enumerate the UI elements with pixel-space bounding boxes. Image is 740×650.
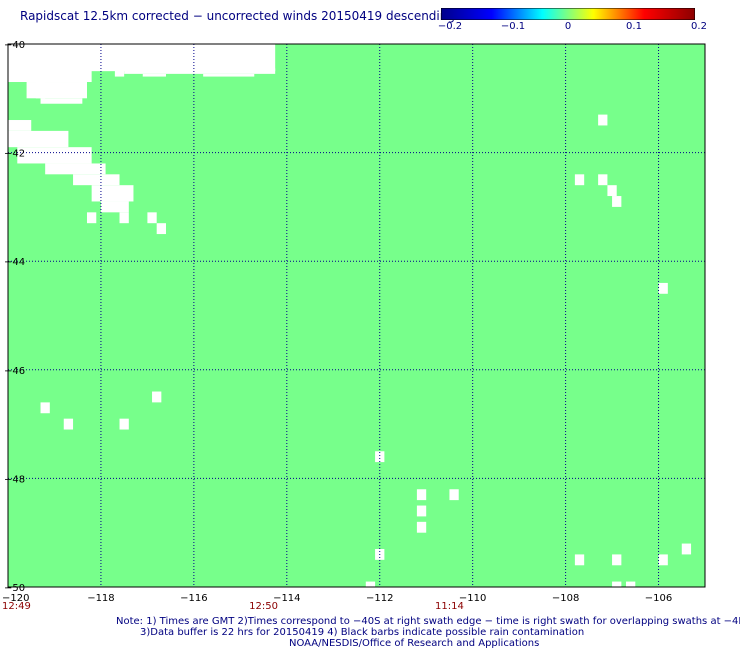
wind-difference-map: −40−42−44−46−48−50 −120 −118 −116 −114 −112−… bbox=[2, 40, 706, 612]
missing-data-cell bbox=[40, 402, 50, 414]
x-tick-label: −120 bbox=[2, 593, 29, 604]
note-line-3: NOAA/NESDIS/Office of Research and Appli… bbox=[289, 638, 540, 649]
missing-data-cell bbox=[203, 73, 255, 77]
x-tick-label: −114 bbox=[273, 593, 300, 604]
grid-lines bbox=[8, 44, 705, 587]
missing-data-cell bbox=[100, 201, 129, 213]
y-tick-label: −48 bbox=[4, 474, 25, 485]
missing-data-cell bbox=[152, 391, 162, 403]
x-tick-label: −112 bbox=[366, 593, 393, 604]
missing-data-cell bbox=[26, 82, 87, 99]
missing-data-cell bbox=[375, 451, 385, 463]
missing-data-cell bbox=[8, 120, 32, 131]
missing-data-cell bbox=[35, 82, 46, 99]
x-axis-labels: −120 −118 −116 −114 −112 −110 −108 −106 bbox=[2, 593, 672, 604]
colorbar-gradient bbox=[441, 8, 695, 20]
missing-data-cell bbox=[416, 521, 427, 533]
missing-data-cell bbox=[365, 581, 376, 587]
missing-data-cell bbox=[73, 174, 120, 186]
missing-data-cell bbox=[681, 543, 692, 555]
missing-data-cell bbox=[612, 581, 622, 587]
missing-data-cell bbox=[114, 65, 125, 77]
x-tick-label: −118 bbox=[87, 593, 114, 604]
y-axis-labels: −40 −42 −44 −46 −48 −50 bbox=[4, 40, 25, 594]
missing-data-cell bbox=[416, 505, 427, 517]
time-label: 11:14 bbox=[435, 601, 464, 612]
time-label: 12:49 bbox=[2, 601, 31, 612]
x-tick-label: −110 bbox=[459, 593, 486, 604]
time-label: 12:50 bbox=[249, 601, 278, 612]
y-tick-label: −50 bbox=[4, 583, 25, 594]
y-tick-label: −40 bbox=[4, 40, 25, 51]
missing-data-cell bbox=[147, 212, 157, 224]
chart-title: Rapidscat 12.5km corrected − uncorrected… bbox=[20, 9, 455, 23]
note-line-1: Note: 1) Times are GMT 2)Times correspon… bbox=[116, 616, 740, 627]
y-tick-label: −46 bbox=[4, 366, 25, 377]
missing-data-cell bbox=[45, 163, 106, 175]
missing-data-cell bbox=[119, 418, 129, 430]
colorbar-tick-label: −0.1 bbox=[500, 21, 526, 32]
colorbar-tick-label: 0.1 bbox=[626, 21, 642, 32]
plot-background bbox=[8, 44, 705, 587]
x-tick-label: −106 bbox=[645, 593, 672, 604]
missing-data-cell bbox=[40, 98, 83, 104]
missing-data-cell bbox=[598, 174, 608, 186]
missing-data-cell bbox=[658, 554, 668, 566]
missing-data-cell bbox=[607, 185, 617, 197]
y-tick-label: −44 bbox=[4, 257, 25, 268]
missing-data-cell bbox=[612, 554, 622, 566]
colorbar bbox=[441, 8, 695, 20]
colorbar-tick-label: 0.2 bbox=[691, 21, 707, 32]
missing-data-cell bbox=[8, 68, 92, 83]
missing-data-cell bbox=[63, 418, 74, 430]
missing-data-cell bbox=[416, 489, 427, 501]
colorbar-tick-label: −0.2 bbox=[437, 21, 463, 32]
missing-data-cell bbox=[574, 174, 585, 186]
missing-data-cell bbox=[658, 282, 668, 294]
missing-data-cell bbox=[8, 44, 276, 72]
note-line-2: 3)Data buffer is 22 hrs for 20150419 4) … bbox=[140, 627, 585, 638]
missing-data-cell bbox=[449, 489, 459, 501]
colorbar-tick-label: 0 bbox=[564, 21, 572, 32]
time-labels: 12:49 12:50 11:14 bbox=[2, 601, 464, 612]
missing-data-layer bbox=[8, 44, 692, 587]
x-tick-label: −108 bbox=[552, 593, 579, 604]
missing-data-cell bbox=[86, 212, 97, 224]
missing-data-cell bbox=[626, 581, 636, 587]
missing-data-cell bbox=[156, 223, 166, 235]
missing-data-cell bbox=[119, 212, 129, 224]
missing-data-cell bbox=[91, 185, 134, 202]
missing-data-cell bbox=[8, 130, 69, 148]
y-tick-label: −42 bbox=[4, 149, 25, 160]
plot-frame bbox=[7, 43, 706, 588]
missing-data-cell bbox=[142, 73, 166, 77]
missing-data-cell bbox=[17, 147, 92, 164]
missing-data-cell bbox=[574, 554, 585, 566]
missing-data-cell bbox=[612, 196, 622, 207]
x-tick-label: −116 bbox=[180, 593, 207, 604]
missing-data-cell bbox=[598, 114, 608, 126]
missing-data-cell bbox=[124, 68, 276, 74]
